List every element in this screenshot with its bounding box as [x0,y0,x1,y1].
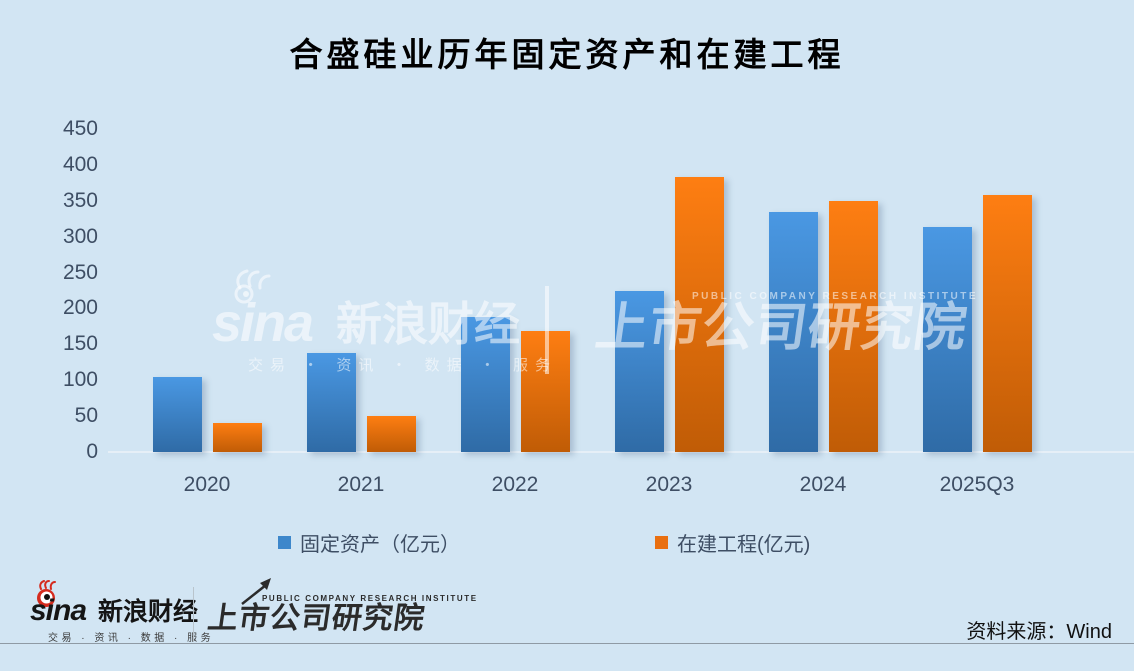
x-tick-label: 2024 [799,473,847,496]
plot-area [130,129,1054,452]
bar-group [746,129,900,452]
sina-logo-brand: 新浪财经 [98,598,199,626]
legend-swatch [655,536,668,549]
bar [614,291,664,452]
bar-group [900,129,1054,452]
y-tick-label: 300 [62,224,98,248]
y-tick-label: 350 [62,188,98,212]
bar-group [592,129,746,452]
legend-item: 固定资产（亿元） [278,528,460,557]
y-tick-label: 0 [86,440,98,463]
bar [366,416,416,452]
legend-swatch [278,536,291,549]
y-tick-label: 100 [62,368,98,392]
bar-group [130,129,284,452]
x-tick-label: 2025Q3 [939,473,1015,496]
bar [768,212,818,452]
footer-divider-line [0,643,1134,644]
chart-title: 合盛硅业历年固定资产和在建工程 [289,36,845,73]
bar-group [438,129,592,452]
x-axis-baseline [108,451,1134,453]
footer-logo-separator [193,587,194,642]
bar [306,353,356,452]
sina-logo-wordmark: sina [30,594,87,627]
y-tick-label: 450 [62,117,98,140]
legend-item: 在建工程(亿元) [655,528,810,557]
bar [674,177,724,452]
bar [982,195,1032,452]
x-tick-label: 2021 [337,473,385,496]
bar [152,377,202,452]
y-tick-label: 400 [62,152,98,176]
institute-name: 上市公司研究院 [205,602,428,635]
sina-logo-tagline: 交易 · 资讯 · 数据 · 服务 [48,633,215,644]
bar [520,331,570,452]
data-source-label: 资料来源：Wind [966,621,1112,643]
sina-logo-icon [37,580,56,607]
bar [922,227,972,452]
x-tick-label: 2022 [491,473,539,496]
legend-label: 在建工程(亿元) [677,534,811,556]
institute-caption: PUBLIC COMPANY RESEARCH INSTITUTE [262,594,478,603]
bar [212,423,262,452]
legend-label: 固定资产（亿元） [300,534,460,556]
y-tick-label: 250 [62,260,98,284]
x-tick-label: 2023 [645,473,693,496]
bar [828,201,878,452]
bar-group [284,129,438,452]
bar [460,317,510,452]
y-tick-label: 200 [62,296,98,320]
x-tick-label: 2020 [183,473,231,496]
y-tick-label: 150 [62,332,98,356]
y-tick-label: 50 [74,404,98,428]
x-axis: 2020 2021 2022 2023 2024 2025Q3 [130,473,1054,497]
institute-arrow-icon [241,578,271,605]
